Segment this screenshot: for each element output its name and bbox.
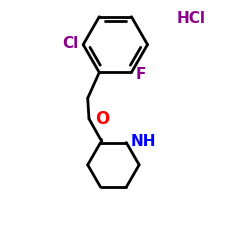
Text: F: F <box>136 67 146 82</box>
Text: O: O <box>96 110 110 128</box>
Text: HCl: HCl <box>176 11 206 26</box>
Text: NH: NH <box>130 134 156 149</box>
Text: Cl: Cl <box>62 36 79 51</box>
